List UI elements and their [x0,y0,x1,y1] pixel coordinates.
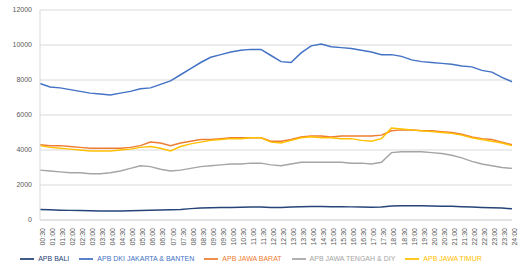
svg-text:20:30: 20:30 [441,228,448,246]
svg-text:18:30: 18:30 [401,228,408,246]
html-text:APB DKI JAKARTA & BANTEN: APB DKI JAKARTA & BANTEN [97,254,195,262]
svg-text:17:00: 17:00 [370,228,377,246]
svg-text:20:00: 20:00 [431,228,438,246]
svg-text:0: 0 [28,216,32,223]
svg-text:13:30: 13:30 [300,228,307,246]
svg-text:15:30: 15:30 [340,228,347,246]
svg-text:23:30: 23:30 [501,228,508,246]
svg-text:4000: 4000 [16,146,32,153]
svg-text:12:30: 12:30 [280,228,287,246]
svg-text:11:30: 11:30 [260,228,267,245]
svg-text:19:30: 19:30 [421,228,428,246]
svg-text:15:00: 15:00 [330,228,337,246]
svg-text:17:30: 17:30 [380,228,387,246]
html-text:APB BALI: APB BALI [38,254,70,262]
svg-text:05:30: 05:30 [139,228,146,246]
svg-text:03:00: 03:00 [89,228,96,246]
svg-text:03:30: 03:30 [99,228,106,246]
svg-text:00:30: 00:30 [39,228,46,246]
svg-text:10000: 10000 [13,41,33,48]
svg-text:16:00: 16:00 [350,228,357,246]
svg-text:07:30: 07:30 [180,228,187,246]
svg-text:10:30: 10:30 [240,228,247,246]
svg-text:12000: 12000 [13,6,33,13]
svg-text:12:00: 12:00 [270,228,277,246]
svg-text:09:30: 09:30 [220,228,227,246]
svg-text:24:00: 24:00 [511,228,514,246]
svg-text:02:00: 02:00 [69,228,76,246]
svg-text:8000: 8000 [16,76,32,83]
svg-text:04:00: 04:00 [109,228,116,246]
svg-text:18:00: 18:00 [390,228,397,246]
html-text:APB JAWA TIMUR: APB JAWA TIMUR [423,254,482,262]
svg-text:04:30: 04:30 [119,228,126,246]
svg-text:22:30: 22:30 [481,228,488,246]
svg-text:14:30: 14:30 [320,228,327,246]
svg-text:2000: 2000 [16,181,32,188]
svg-text:08:00: 08:00 [190,228,197,246]
svg-text:22:00: 22:00 [471,228,478,246]
svg-text:23:00: 23:00 [491,228,498,246]
html-text:APB JAWA BARAT: APB JAWA BARAT [222,254,282,262]
html-text:APB JAWA TENGAH & DIY: APB JAWA TENGAH & DIY [309,254,396,262]
svg-text:08:30: 08:30 [200,228,207,246]
svg-text:11:00: 11:00 [250,228,257,245]
svg-text:06:00: 06:00 [149,228,156,246]
svg-text:10:00: 10:00 [230,228,237,246]
svg-text:01:00: 01:00 [49,228,56,246]
svg-text:02:30: 02:30 [79,228,86,246]
svg-text:16:30: 16:30 [360,228,367,246]
svg-text:05:00: 05:00 [129,228,136,246]
svg-text:6000: 6000 [16,111,32,118]
svg-text:14:00: 14:00 [310,228,317,246]
svg-text:07:00: 07:00 [170,228,177,246]
svg-text:01:30: 01:30 [59,228,66,246]
svg-text:21:00: 21:00 [451,228,458,246]
svg-text:19:00: 19:00 [411,228,418,246]
svg-text:09:00: 09:00 [210,228,217,246]
svg-text:06:30: 06:30 [159,228,166,246]
svg-text:21:30: 21:30 [461,228,468,246]
svg-text:13:00: 13:00 [290,228,297,246]
